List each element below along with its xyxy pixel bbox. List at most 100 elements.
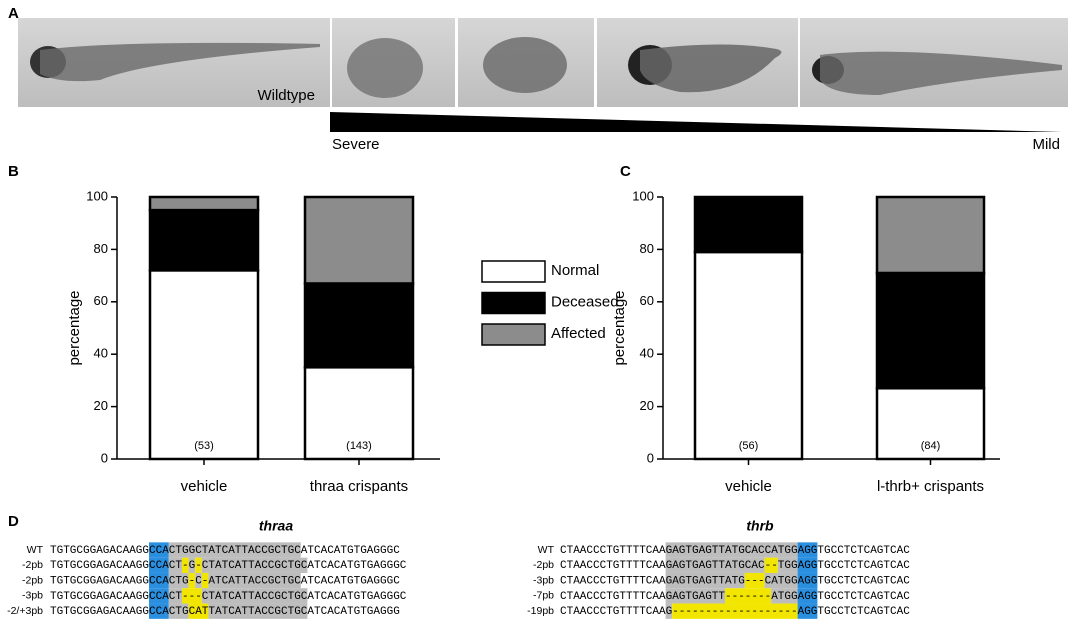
sequence: -- — [765, 560, 778, 572]
x-tick-label: thraa crispants — [310, 478, 408, 495]
sequence: CTGGCTATCATTACCGCTGC — [169, 545, 301, 557]
sequence: CCA — [149, 606, 169, 618]
sequence: TGCCTCTCAGTCAC — [817, 576, 910, 588]
highlight — [725, 588, 772, 604]
highlight — [208, 572, 301, 589]
row-label: WT — [27, 544, 44, 556]
sequence: AGG — [798, 576, 818, 588]
panel-label: D — [8, 513, 19, 530]
sequence: CCA — [149, 591, 169, 603]
fish-body — [483, 37, 567, 93]
highlight — [149, 588, 169, 604]
highlight — [149, 572, 169, 589]
x-tick-label: vehicle — [181, 478, 228, 495]
sequence: CTG — [169, 606, 189, 618]
sequence: CTAACCCTGTTTTCAA — [560, 560, 666, 572]
highlight — [201, 557, 308, 573]
row-label: -3pb — [22, 590, 43, 602]
sequence: ------------------- — [672, 606, 797, 618]
highlight — [168, 572, 189, 589]
sequence: - — [202, 576, 209, 588]
alignment-title: thraa — [259, 518, 293, 534]
highlight — [797, 542, 818, 558]
row-label: WT — [538, 544, 555, 556]
highlight — [201, 588, 308, 604]
highlight — [149, 603, 169, 619]
sequence: CTAACCCTGTTTTCAA — [560, 545, 666, 557]
photos — [18, 18, 1068, 107]
sequence: CT — [169, 560, 183, 572]
sequence: - — [182, 560, 189, 572]
panel-label: C — [620, 163, 631, 180]
count-label: (53) — [194, 440, 214, 452]
row-label: -7pb — [533, 590, 554, 602]
count-label: (56) — [739, 440, 759, 452]
sequence: CCA — [149, 560, 169, 572]
y-tick-label: 80 — [94, 241, 108, 256]
sequence: CATGG — [765, 576, 798, 588]
bar-segment — [148, 269, 260, 461]
legend-swatch — [481, 260, 546, 283]
highlight — [797, 603, 818, 619]
highlight — [149, 557, 169, 573]
sequence: AGG — [798, 606, 818, 618]
sequence: CAT — [189, 606, 209, 618]
panel-label: B — [8, 163, 19, 180]
legend-label: Deceased — [551, 293, 619, 310]
legend-label: Normal — [551, 262, 599, 279]
bar-segment — [875, 387, 986, 461]
y-tick-label: 60 — [640, 293, 654, 308]
y-axis-label: percentage — [611, 290, 628, 365]
y-tick-label: 20 — [640, 398, 654, 413]
sequence: CTATCATTACCGCTGC — [202, 560, 308, 572]
bar-segment — [303, 282, 415, 369]
sequence: --- — [745, 576, 765, 588]
sequence: ATCATTACCGCTGC — [208, 576, 301, 588]
sequence: AGG — [798, 545, 818, 557]
highlight — [208, 603, 308, 619]
mild-label: Mild — [1032, 136, 1060, 153]
x-tick-label: l-thrb+ crispants — [877, 478, 984, 495]
count-label: (84) — [921, 440, 941, 452]
sequence: TGCCTCTCAGTCAC — [817, 560, 910, 572]
legend-swatch — [481, 291, 546, 315]
y-tick-label: 0 — [101, 450, 108, 465]
y-tick-label: 80 — [640, 241, 654, 256]
y-tick-label: 60 — [94, 293, 108, 308]
row-label: -2/+3pb — [7, 605, 43, 617]
sequence: - — [189, 576, 196, 588]
sequence: TGCCTCTCAGTCAC — [817, 591, 910, 603]
sequence: CTAACCCTGTTTTCAA — [560, 591, 666, 603]
bar-segment — [148, 208, 260, 272]
highlight — [665, 542, 798, 558]
sequence: TATCATTACCGCTGC — [208, 606, 307, 618]
highlight — [168, 557, 182, 573]
row-label: -2pb — [22, 559, 43, 571]
highlight — [797, 588, 818, 604]
sequence: GAGTGAGTTATGCACCATGG — [666, 545, 798, 557]
highlight — [201, 572, 209, 589]
y-tick-label: 20 — [94, 398, 108, 413]
sequence: TGTGCGGAGACAAGG — [50, 606, 149, 618]
sequence: GAGTGAGTT — [666, 591, 726, 603]
highlight — [195, 572, 202, 589]
severity-wedge — [330, 112, 1062, 132]
sequence: GAGTGAGTTATG — [666, 576, 745, 588]
bar-segment — [875, 271, 986, 390]
highlight — [665, 572, 745, 589]
highlight — [665, 588, 725, 604]
highlight — [777, 557, 798, 573]
highlight — [168, 603, 189, 619]
sequence: AGG — [798, 591, 818, 603]
sequence: CTAACCCTGTTTTCAA — [560, 576, 666, 588]
sequence: CCA — [149, 576, 169, 588]
sequence: CCA — [149, 545, 169, 557]
y-tick-label: 100 — [86, 188, 108, 203]
bar-segment — [303, 195, 415, 285]
highlight — [188, 603, 209, 619]
fish-body — [40, 42, 320, 82]
highlight — [168, 588, 182, 604]
highlight — [182, 588, 202, 604]
bar-segment — [875, 195, 986, 275]
